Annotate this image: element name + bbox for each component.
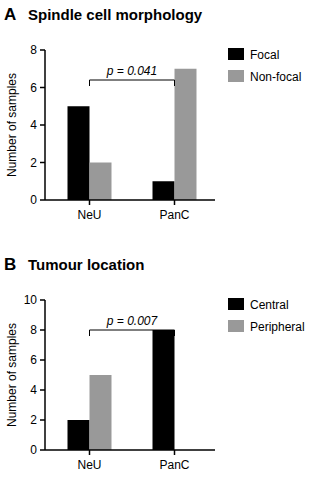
- bar: [175, 69, 197, 200]
- x-tick-label: PanC: [159, 458, 189, 472]
- panel-label: A: [4, 5, 16, 24]
- panel-label: B: [4, 255, 16, 274]
- title: Spindle cell morphology: [28, 6, 203, 23]
- y-tick-label: 6: [30, 353, 37, 367]
- x-tick-label: PanC: [159, 208, 189, 222]
- y-tick-label: 10: [24, 293, 38, 307]
- annotation: p = 0.007: [106, 314, 159, 328]
- y-tick: [40, 124, 45, 126]
- legend-label: Non-focal: [250, 70, 301, 84]
- y-tick: [40, 49, 45, 51]
- y-tick-label: 2: [30, 413, 37, 427]
- bracket: [90, 330, 175, 336]
- y-tick: [40, 329, 45, 331]
- y-tick-label: 4: [30, 118, 37, 132]
- y-axis-label: Number of samples: [5, 323, 19, 427]
- panel: B Tumour location Number of samples 0 2 4 6 8 10…: [4, 255, 305, 472]
- x-tick-label: NeU: [77, 458, 101, 472]
- x-tick: [89, 200, 91, 205]
- bars: [68, 330, 175, 450]
- legend-swatch: [228, 48, 244, 60]
- x-axis: [45, 449, 215, 451]
- y-tick-label: 8: [30, 323, 37, 337]
- y-tick-label: 0: [30, 443, 37, 457]
- y-tick-label: 8: [30, 43, 37, 57]
- y-tick: [40, 199, 45, 201]
- bracket: [90, 80, 175, 86]
- y-tick-label: 6: [30, 81, 37, 95]
- bar: [153, 330, 175, 450]
- y-axis: [44, 300, 46, 450]
- bar: [90, 375, 112, 450]
- y-tick: [40, 87, 45, 89]
- y-tick: [40, 299, 45, 301]
- x-tick: [174, 450, 176, 455]
- y-tick: [40, 162, 45, 164]
- y-tick: [40, 389, 45, 391]
- x-axis: [45, 199, 215, 201]
- y-tick: [40, 419, 45, 421]
- y-tick-label: 0: [30, 193, 37, 207]
- x-tick-label: NeU: [77, 208, 101, 222]
- legend-label: Peripheral: [250, 320, 305, 334]
- y-tick-label: 2: [30, 156, 37, 170]
- x-tick: [89, 450, 91, 455]
- bar: [68, 106, 90, 200]
- bar: [68, 420, 90, 450]
- legend-label: Central: [250, 298, 289, 312]
- y-tick-label: 4: [30, 383, 37, 397]
- legend-swatch: [228, 320, 244, 332]
- x-tick: [174, 200, 176, 205]
- y-tick: [40, 359, 45, 361]
- y-axis-label: Number of samples: [5, 73, 19, 177]
- legend-swatch: [228, 298, 244, 310]
- legend-label: Focal: [250, 48, 279, 62]
- bars: [68, 69, 197, 200]
- figure: A Spindle cell morphology Number of sample…: [0, 0, 334, 500]
- y-tick: [40, 449, 45, 451]
- annotation: p = 0.041: [106, 64, 157, 78]
- title: Tumour location: [28, 256, 144, 273]
- bar: [90, 163, 112, 201]
- panel: A Spindle cell morphology Number of sample…: [4, 5, 301, 222]
- bar: [153, 181, 175, 200]
- legend-swatch: [228, 70, 244, 82]
